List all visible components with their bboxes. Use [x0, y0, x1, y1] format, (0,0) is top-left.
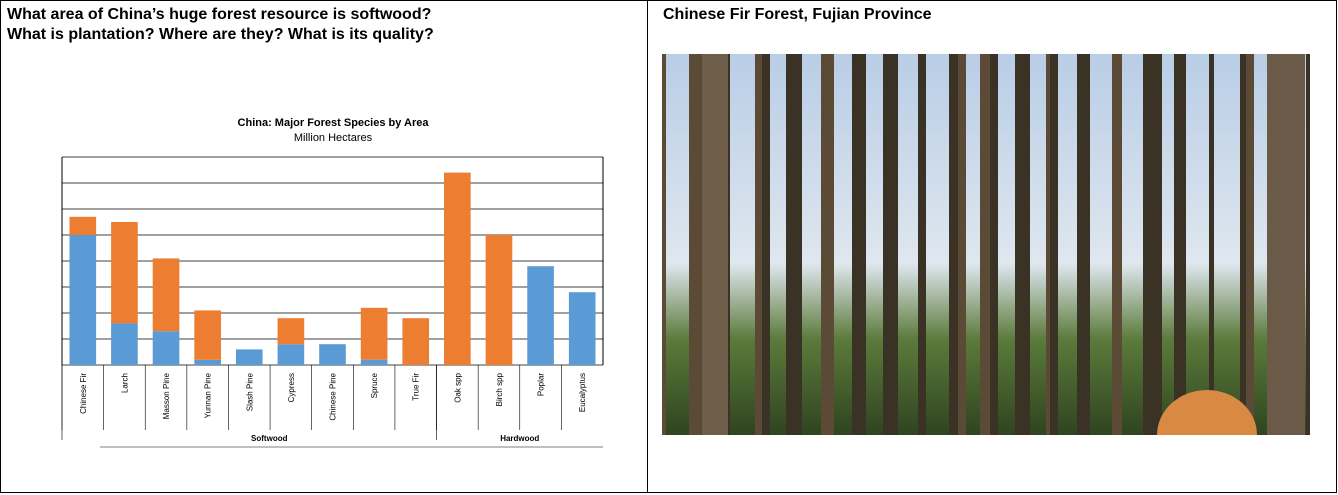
- x-tick-label: Larch: [120, 373, 129, 393]
- group-label: Softwood: [251, 434, 288, 443]
- x-tick-label: Birch spp: [495, 372, 504, 406]
- bar-segment: [277, 318, 305, 345]
- right-cell: Chinese Fir Forest, Fujian Province: [647, 0, 1337, 493]
- tree-trunk: [1209, 54, 1214, 435]
- bar-segment: [360, 307, 388, 360]
- x-tick-label: True Fir: [412, 373, 421, 401]
- bar-segment: [152, 258, 180, 332]
- heading-line: What area of China’s huge forest resourc…: [7, 6, 432, 23]
- tree-trunk: [1306, 54, 1310, 435]
- tree-trunk: [1143, 54, 1154, 435]
- photo: [662, 54, 1310, 435]
- x-tick-label: Oak spp: [453, 372, 462, 402]
- x-tick-label: Slash Pine: [245, 372, 254, 411]
- bar-segment: [235, 349, 263, 365]
- x-tick-label: Chinese Fir: [79, 373, 88, 414]
- tree-trunk: [918, 54, 926, 435]
- bar-segment: [152, 331, 180, 365]
- tree-trunk: [662, 54, 666, 435]
- tree-trunk: [1112, 54, 1122, 435]
- x-tick-label: Cypress: [287, 373, 296, 402]
- bar-segment: [194, 310, 221, 360]
- tree-trunk: [1174, 54, 1186, 435]
- bar-segment: [111, 222, 138, 324]
- tree-trunk: [1244, 54, 1254, 435]
- tree-trunk: [852, 54, 866, 435]
- bar-segment: [111, 323, 138, 365]
- trees: [662, 54, 1310, 435]
- heading: Chinese Fir Forest, Fujian Province: [663, 6, 932, 23]
- tree-trunk: [755, 54, 762, 435]
- tree-trunk: [883, 54, 898, 435]
- tree-trunk: [759, 54, 770, 435]
- tree-trunk: [1077, 54, 1082, 435]
- bar-segment: [444, 172, 471, 365]
- left-cell: What area of China’s huge forest resourc…: [0, 0, 648, 493]
- tree-trunk: [1050, 54, 1058, 435]
- chart: China: Major Forest Species by Area Mill…: [61, 117, 604, 448]
- x-tick-label: Poplar: [537, 373, 546, 396]
- tree-trunk: [786, 54, 794, 435]
- tree-trunk: [689, 54, 702, 435]
- bar-segment: [527, 266, 554, 365]
- group-label: Hardwood: [500, 434, 539, 443]
- tree-trunk: [1081, 54, 1090, 435]
- x-tick-label: Yunnan Pine: [204, 372, 213, 418]
- tree-trunk: [1240, 54, 1246, 435]
- x-tick-label: Chinese Pine: [329, 372, 338, 420]
- bar-segment: [69, 235, 97, 365]
- tree-trunk: [949, 54, 958, 435]
- tree-trunk: [821, 54, 834, 435]
- bar-segment: [194, 359, 221, 365]
- basket: [1157, 390, 1257, 435]
- heading-line: What is plantation? Where are they? What…: [7, 26, 434, 43]
- tree-trunk: [1046, 54, 1050, 435]
- bar-segment: [485, 235, 513, 365]
- bar-segment: [402, 318, 430, 365]
- bar-segment: [277, 344, 305, 365]
- chart-subtitle: Million Hectares: [294, 132, 373, 144]
- tree-trunk: [980, 54, 990, 435]
- bar-segment: [568, 292, 596, 365]
- bar-segment: [360, 359, 388, 365]
- x-tick-label: Spruce: [370, 372, 379, 398]
- tree-trunk: [1267, 54, 1305, 435]
- tree-trunk: [1015, 54, 1030, 435]
- heading: What area of China’s huge forest resourc…: [7, 5, 434, 45]
- bar-segment: [69, 216, 97, 235]
- x-tick-label: Eucalyptus: [578, 373, 587, 412]
- x-tick-label: Masson Pine: [162, 372, 171, 419]
- chart-title: China: Major Forest Species by Area: [238, 117, 430, 129]
- tree-trunk: [702, 54, 728, 435]
- bar-segment: [319, 344, 346, 365]
